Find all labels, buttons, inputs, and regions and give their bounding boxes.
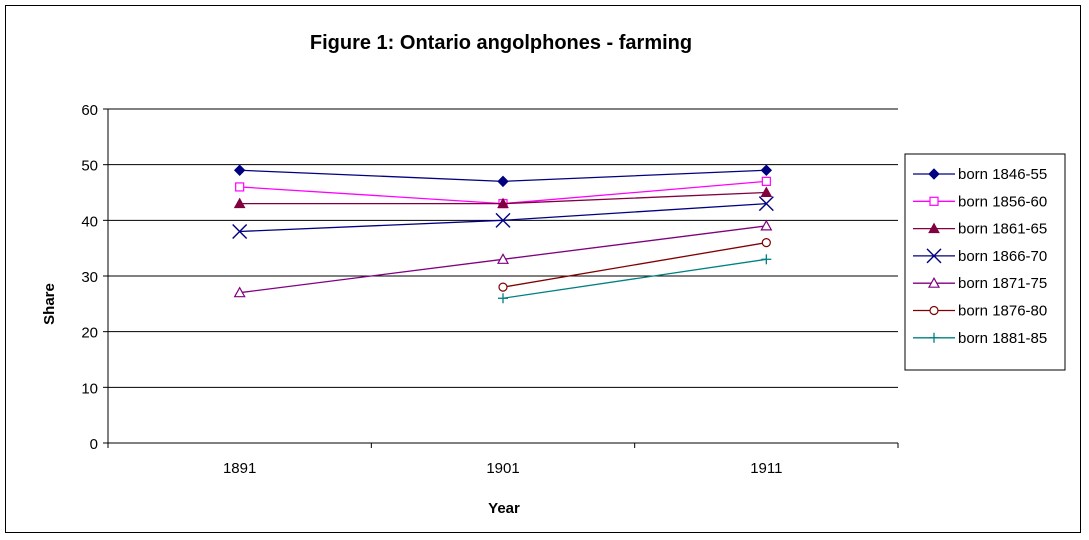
axes [103, 108, 899, 448]
data-point [497, 175, 509, 188]
data-point [233, 286, 246, 298]
y-tick-label: 40 [81, 213, 98, 230]
series-line [502, 258, 767, 299]
legend-entry: born 1871-75 [913, 275, 1047, 292]
series-5 [233, 219, 773, 298]
chart-title: Figure 1: Ontario angolphones - farming [310, 32, 692, 54]
data-point [495, 212, 511, 228]
data-point [498, 293, 508, 304]
legend-label: born 1871-75 [958, 275, 1047, 292]
data-point [233, 164, 246, 176]
legend-entry: born 1876-80 [913, 303, 1047, 320]
legend-label: born 1866-70 [958, 248, 1047, 265]
data-point [761, 254, 772, 265]
data-point [929, 196, 939, 206]
series-line [502, 241, 767, 288]
marker-stroke [495, 212, 511, 228]
y-tick-labels: 0 10 20 30 40 50 60 [81, 102, 98, 453]
data-point [760, 164, 773, 176]
data-point [233, 197, 246, 209]
data-point [760, 186, 773, 197]
data-point [928, 222, 940, 234]
y-tick-label: 30 [81, 269, 98, 286]
data-point [927, 276, 941, 288]
y-axis-label: Share [41, 283, 58, 325]
x-tick-label: 1911 [750, 460, 782, 477]
y-tick-label: 50 [81, 158, 98, 175]
marker-stroke [758, 196, 774, 212]
legend-entry: born 1861-65 [913, 221, 1047, 238]
data-point [926, 248, 942, 264]
x-axis-label: Year [488, 500, 520, 517]
y-tick-label: 60 [81, 102, 98, 119]
series-7 [498, 254, 772, 304]
data-point [761, 238, 771, 248]
legend-label: born 1861-65 [958, 221, 1047, 238]
data-point [761, 176, 771, 186]
y-tick-label: 10 [81, 380, 98, 397]
y-tick-label: 20 [81, 325, 98, 342]
legend: born 1846-55 born 1856-60 born 1861-65 born… [904, 153, 1066, 371]
legend-label: born 1846-55 [958, 166, 1047, 183]
legend-box [904, 153, 1066, 371]
data-point [929, 332, 939, 343]
data-point [497, 197, 509, 209]
legend-entry: born 1881-85 [913, 330, 1047, 347]
data-point [758, 196, 774, 212]
series-1 [233, 164, 773, 188]
data-point [929, 305, 939, 316]
series-4 [232, 196, 774, 239]
marker-stroke [232, 223, 248, 239]
data-point [928, 168, 940, 180]
data-point [498, 282, 508, 292]
legend-label: born 1881-85 [958, 330, 1047, 347]
data-point [235, 182, 245, 192]
chart-frame [5, 5, 1081, 533]
gridlines [108, 108, 898, 388]
data-point [760, 219, 773, 231]
marker-stroke [926, 248, 942, 264]
series-6 [498, 238, 771, 292]
x-tick-label: 1901 [486, 460, 519, 477]
legend-label: born 1856-60 [958, 193, 1047, 210]
legend-label: born 1876-80 [958, 303, 1047, 320]
y-tick-label: 0 [90, 436, 98, 453]
data-point [232, 223, 248, 239]
x-tick-label: 1891 [223, 460, 256, 477]
data-point [496, 253, 510, 264]
series-3 [233, 186, 773, 209]
series-layer [232, 164, 774, 304]
legend-entry: born 1866-70 [913, 248, 1047, 265]
legend-entry: born 1856-60 [913, 193, 1047, 210]
legend-entry: born 1846-55 [913, 166, 1047, 183]
x-tick-labels: 1891 1901 1911 [223, 460, 782, 477]
